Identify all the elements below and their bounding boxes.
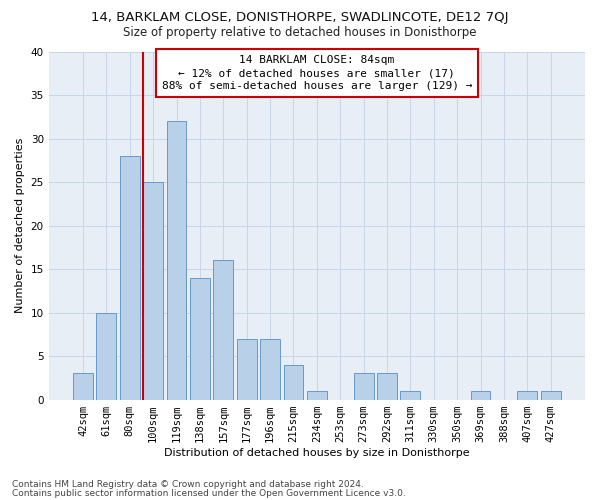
Bar: [470, 391, 490, 400]
Bar: [97, 312, 116, 400]
Bar: [377, 374, 397, 400]
Text: Contains public sector information licensed under the Open Government Licence v3: Contains public sector information licen…: [12, 489, 406, 498]
Bar: [190, 278, 210, 400]
Bar: [214, 260, 233, 400]
Text: 14, BARKLAM CLOSE, DONISTHORPE, SWADLINCOTE, DE12 7QJ: 14, BARKLAM CLOSE, DONISTHORPE, SWADLINC…: [91, 11, 509, 24]
Text: 14 BARKLAM CLOSE: 84sqm
← 12% of detached houses are smaller (17)
88% of semi-de: 14 BARKLAM CLOSE: 84sqm ← 12% of detache…: [161, 55, 472, 92]
Bar: [120, 156, 140, 400]
Bar: [284, 365, 304, 400]
Bar: [73, 374, 93, 400]
X-axis label: Distribution of detached houses by size in Donisthorpe: Distribution of detached houses by size …: [164, 448, 470, 458]
Bar: [541, 391, 560, 400]
Bar: [517, 391, 537, 400]
Bar: [353, 374, 374, 400]
Bar: [260, 338, 280, 400]
Bar: [307, 391, 327, 400]
Y-axis label: Number of detached properties: Number of detached properties: [15, 138, 25, 313]
Text: Size of property relative to detached houses in Donisthorpe: Size of property relative to detached ho…: [123, 26, 477, 39]
Bar: [400, 391, 421, 400]
Text: Contains HM Land Registry data © Crown copyright and database right 2024.: Contains HM Land Registry data © Crown c…: [12, 480, 364, 489]
Bar: [167, 121, 187, 400]
Bar: [143, 182, 163, 400]
Bar: [237, 338, 257, 400]
